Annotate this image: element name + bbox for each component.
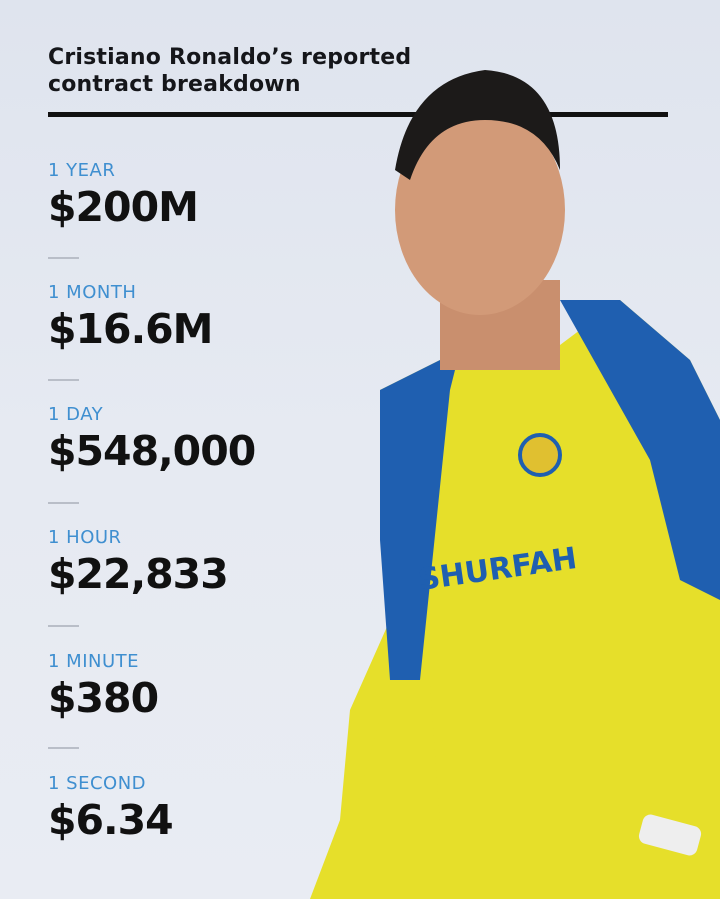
item-divider <box>48 747 79 749</box>
breakdown-item-month: 1 MONTH $16.6M <box>48 282 213 353</box>
player-photo: SHURFAH <box>310 70 720 899</box>
item-divider <box>48 502 79 504</box>
page-title: Cristiano Ronaldo’s reported contract br… <box>48 44 411 98</box>
breakdown-item-year: 1 YEAR $200M <box>48 160 199 231</box>
item-label: 1 SECOND <box>48 773 147 794</box>
item-label: 1 MONTH <box>48 282 137 303</box>
item-divider <box>48 379 79 381</box>
item-divider <box>48 625 79 627</box>
breakdown-item-day: 1 DAY $548,000 <box>48 404 256 475</box>
item-value: $6.34 <box>48 796 174 844</box>
item-label: 1 HOUR <box>48 527 122 548</box>
item-value: $16.6M <box>48 305 213 353</box>
item-value: $548,000 <box>48 427 256 475</box>
breakdown-item-second: 1 SECOND $6.34 <box>48 773 174 844</box>
breakdown-item-minute: 1 MINUTE $380 <box>48 651 159 722</box>
title-line-1: Cristiano Ronaldo’s reported <box>48 45 412 70</box>
title-divider <box>48 112 668 117</box>
item-divider <box>48 257 79 259</box>
title-line-2: contract breakdown <box>48 72 301 97</box>
item-value: $380 <box>48 674 159 722</box>
item-value: $200M <box>48 183 199 231</box>
item-value: $22,833 <box>48 550 229 598</box>
item-label: 1 DAY <box>48 404 104 425</box>
item-label: 1 YEAR <box>48 160 116 181</box>
item-label: 1 MINUTE <box>48 651 140 672</box>
breakdown-item-hour: 1 HOUR $22,833 <box>48 527 229 598</box>
